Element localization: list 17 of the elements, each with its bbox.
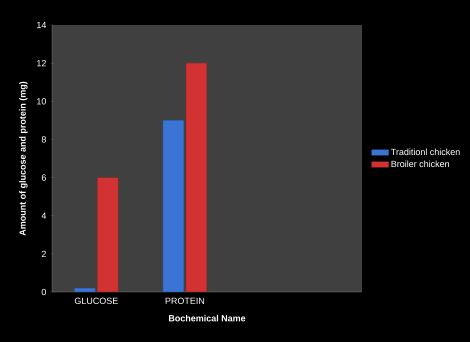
- y-tick-label: 2: [42, 250, 46, 257]
- bar: [97, 177, 118, 292]
- y-tick-label: 14: [37, 22, 46, 28]
- x-tick-label: PROTEIN: [166, 298, 204, 304]
- y-tick-label: 6: [42, 174, 46, 181]
- x-axis-title: Bochemical Name: [168, 314, 246, 322]
- legend-label: Traditionl chicken: [390, 148, 460, 156]
- y-tick-label: 10: [37, 98, 46, 104]
- x-tick-label: GLUCOSE: [74, 298, 118, 304]
- y-tick-label: 8: [42, 136, 46, 143]
- y-tick-label: 4: [42, 212, 46, 219]
- bar: [186, 62, 207, 292]
- y-axis-title: Amount of glucose and protein (mg): [19, 82, 28, 236]
- bar: [162, 120, 184, 292]
- y-tick-label: 12: [37, 60, 46, 66]
- legend-label: Broiler chicken: [392, 160, 449, 168]
- y-tick-label: 0: [42, 288, 46, 296]
